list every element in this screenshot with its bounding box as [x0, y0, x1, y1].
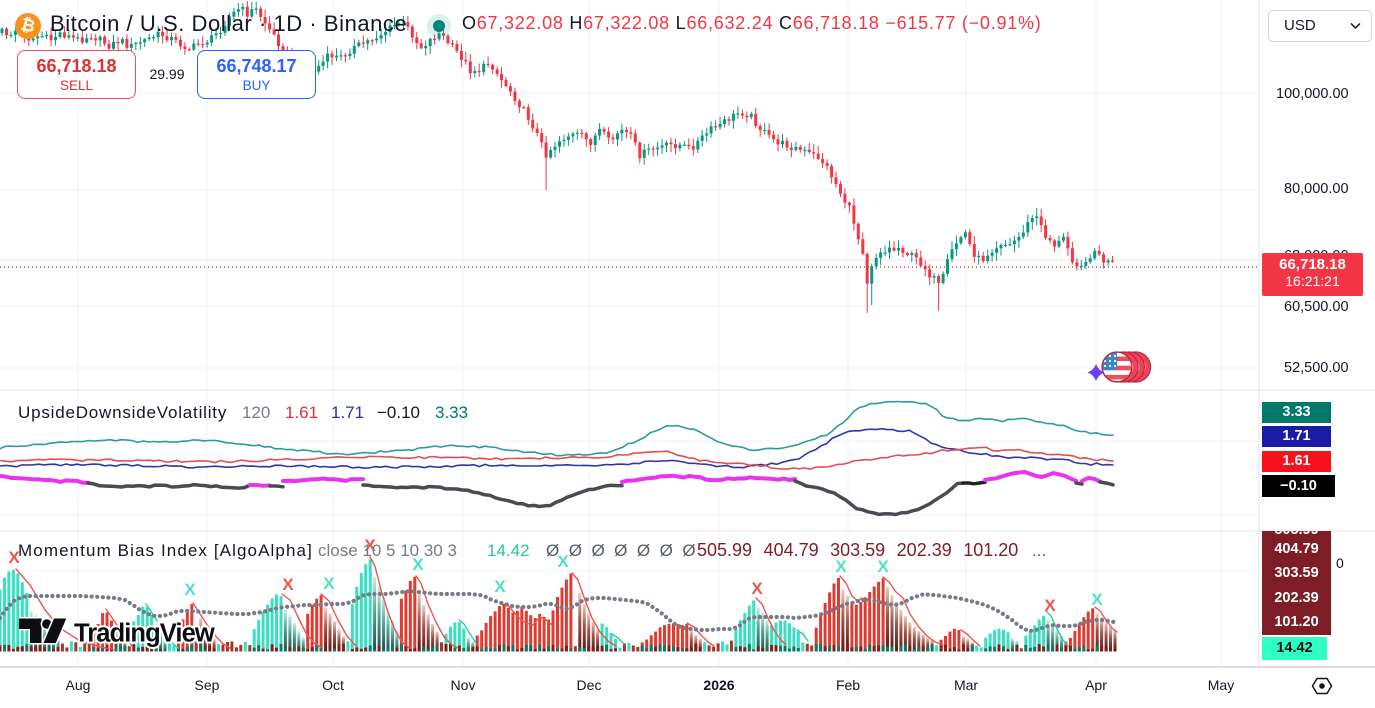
svg-text:X: X — [751, 579, 763, 598]
svg-text:Dec: Dec — [577, 677, 602, 693]
svg-text:X: X — [412, 555, 424, 574]
svg-text:X: X — [1044, 596, 1056, 615]
svg-text:May: May — [1208, 677, 1234, 693]
svg-text:X: X — [8, 548, 20, 567]
svg-text:Feb: Feb — [836, 677, 860, 693]
svg-text:X: X — [494, 577, 506, 596]
svg-text:Apr: Apr — [1085, 677, 1107, 693]
svg-text:X: X — [557, 552, 569, 571]
svg-text:Nov: Nov — [451, 677, 476, 693]
svg-text:X: X — [364, 536, 376, 555]
svg-text:X: X — [1091, 590, 1103, 609]
svg-text:TradingView: TradingView — [74, 620, 215, 648]
svg-text:X: X — [877, 557, 889, 576]
svg-text:X: X — [282, 575, 294, 594]
svg-text:2026: 2026 — [703, 677, 734, 693]
svg-text:X: X — [323, 574, 335, 593]
svg-text:X: X — [184, 580, 196, 599]
svg-text:X: X — [835, 557, 847, 576]
svg-text:Sep: Sep — [195, 677, 220, 693]
svg-text:Aug: Aug — [66, 677, 91, 693]
svg-text:Oct: Oct — [322, 677, 344, 693]
svg-text:Mar: Mar — [954, 677, 978, 693]
